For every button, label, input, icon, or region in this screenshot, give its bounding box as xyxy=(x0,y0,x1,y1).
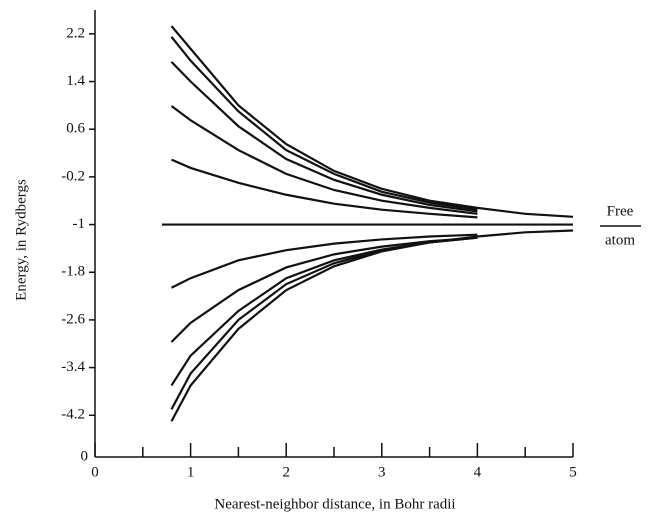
band-curve xyxy=(170,61,478,213)
y-tick-label: 2.2 xyxy=(66,25,85,41)
band-curve xyxy=(170,233,478,289)
x-axis-label: Nearest-neighbor distance, in Bohr radii xyxy=(214,496,455,512)
band-curve xyxy=(170,229,574,422)
annotation-free: Free xyxy=(607,203,634,219)
x-tick-label: 1 xyxy=(187,464,195,480)
x-tick-label: 3 xyxy=(378,464,386,480)
y-axis-label: Energy, in Rydbergs xyxy=(13,179,29,301)
y-tick-label: -3.4 xyxy=(61,359,85,375)
x-tick-label: 5 xyxy=(569,464,577,480)
x-tick-label: 0 xyxy=(91,464,99,480)
band-curve xyxy=(170,36,478,211)
x-tick-label: 2 xyxy=(282,464,290,480)
band-curve xyxy=(170,25,574,218)
y-tick-label: -2.6 xyxy=(61,311,85,327)
band-curve xyxy=(170,236,478,387)
band-curve xyxy=(171,158,478,219)
band-curve xyxy=(170,236,478,343)
y-tick-label: 1.4 xyxy=(66,73,85,89)
band-curve xyxy=(170,105,478,215)
y-tick-label: -1 xyxy=(73,216,86,232)
y-tick-label: -0.2 xyxy=(61,168,85,184)
y-tick-label: 0.6 xyxy=(66,121,85,137)
y-tick-label: -1.8 xyxy=(61,264,85,280)
y-axis-break-label: 0 xyxy=(81,448,89,464)
x-tick-label: 4 xyxy=(474,464,482,480)
annotation-atom: atom xyxy=(605,232,635,248)
y-tick-label: -4.2 xyxy=(61,407,85,423)
